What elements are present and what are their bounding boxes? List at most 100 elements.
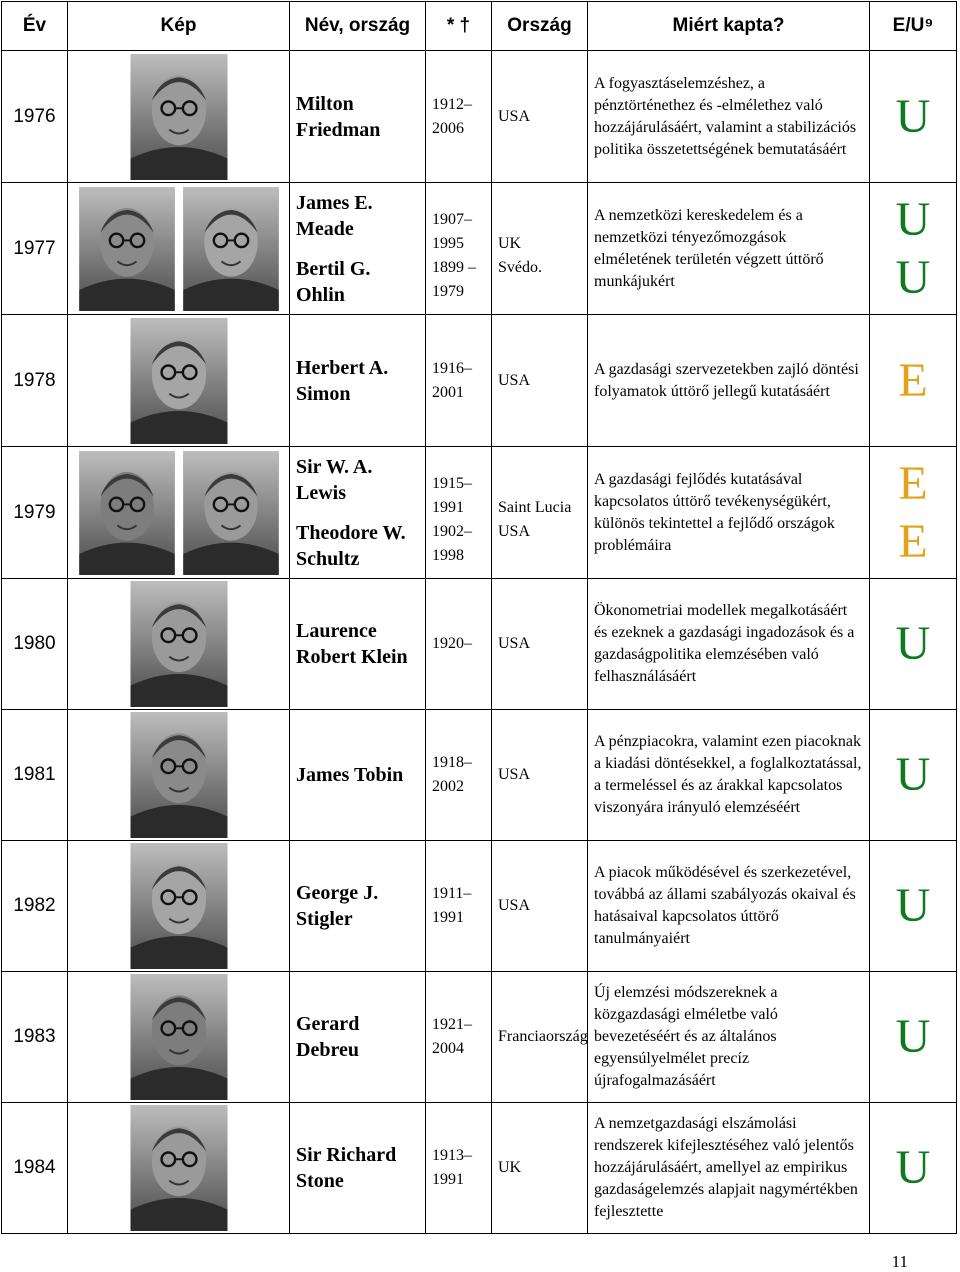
year-text: 1980 bbox=[13, 633, 56, 654]
lifespan-cell: 1921– 2004 bbox=[425, 971, 492, 1103]
category-u: U bbox=[895, 617, 931, 670]
year-text: 1982 bbox=[13, 895, 56, 916]
year-text: 1976 bbox=[13, 105, 56, 127]
category-e: E bbox=[898, 514, 928, 568]
category-cell: U bbox=[869, 971, 957, 1103]
year-cell: 1979 bbox=[1, 446, 68, 579]
laureate-name: George J. Stigler bbox=[296, 882, 379, 930]
country-cell: UK bbox=[491, 1102, 588, 1234]
name-cell: Milton Friedman bbox=[289, 50, 426, 183]
table-row: 1980 Laurence Robert Klein 1920– USA Ökonom… bbox=[1, 578, 957, 710]
laureate-name: James E. Meade bbox=[296, 191, 373, 240]
lifespan-cell: 1907– 1995 1899 – 1979 bbox=[425, 182, 492, 315]
portrait-photo bbox=[182, 450, 279, 575]
name-cell: James Tobin bbox=[289, 709, 426, 841]
laureates-table: Év Kép Név, ország * † Ország Miért kapt… bbox=[1, 1, 957, 1234]
header-category: E/U⁹ bbox=[869, 1, 957, 51]
lifespan-cell: 1912– 2006 bbox=[425, 50, 492, 183]
category-u: U bbox=[895, 192, 931, 246]
photo-cell bbox=[67, 709, 290, 841]
category-u: U bbox=[895, 89, 931, 143]
laureate-name: Gerard Debreu bbox=[296, 1013, 360, 1061]
lifespan-text: 1918– 2002 bbox=[432, 754, 472, 795]
country-cell: UK Svédo. bbox=[491, 182, 588, 315]
country-text: UK bbox=[498, 234, 522, 252]
year-text: 1983 bbox=[13, 1026, 56, 1047]
country-text: USA bbox=[498, 635, 531, 652]
lifespan-text: 1920– bbox=[432, 635, 472, 652]
name-cell: Laurence Robert Klein bbox=[289, 578, 426, 710]
year-cell: 1984 bbox=[1, 1102, 68, 1234]
lifespan-text: 1911– 1991 bbox=[432, 885, 472, 926]
table-row: 1981 James Tobin 1918– 2002 USA A pénzpiaco… bbox=[1, 709, 957, 841]
reason-cell: A gazdasági szervezetekben zajló döntési… bbox=[587, 314, 870, 447]
laureate-name: Herbert A. Simon bbox=[296, 356, 389, 405]
category-u: U bbox=[895, 1141, 931, 1194]
table-row: 1979 Sir W. A. Lewis Theodore W. Schultz 1… bbox=[1, 446, 957, 579]
photo-cell bbox=[67, 182, 290, 315]
photo-cell bbox=[67, 578, 290, 710]
lifespan-text: 1912– 2006 bbox=[432, 95, 472, 137]
country-text: USA bbox=[498, 766, 531, 783]
category-u: U bbox=[895, 250, 931, 304]
table-row: 1982 George J. Stigler 1911– 1991 USA A pia… bbox=[1, 840, 957, 972]
year-cell: 1981 bbox=[1, 709, 68, 841]
name-cell: Sir Richard Stone bbox=[289, 1102, 426, 1234]
name-cell: James E. Meade Bertil G. Ohlin bbox=[289, 182, 426, 315]
reason-cell: Új elemzési módszereknek a közgazdasági … bbox=[587, 971, 870, 1103]
country-cell: Franciaország bbox=[491, 971, 588, 1103]
lifespan-cell: 1920– bbox=[425, 578, 492, 710]
laureate-name: Sir W. A. Lewis bbox=[296, 455, 373, 504]
header-name: Név, ország bbox=[289, 1, 426, 51]
name-cell: Gerard Debreu bbox=[289, 971, 426, 1103]
header-reason: Miért kapta? bbox=[587, 1, 870, 51]
country-text: Franciaország bbox=[498, 1028, 588, 1045]
category-cell: U bbox=[869, 50, 957, 183]
country-text: Svédo. bbox=[498, 258, 542, 276]
country-cell: USA bbox=[491, 314, 588, 447]
reason-text: A pénzpiacokra, valamint ezen piacoknak … bbox=[594, 733, 862, 816]
laureate-name: Sir Richard Stone bbox=[296, 1144, 397, 1192]
category-cell: U bbox=[869, 840, 957, 972]
country-text: USA bbox=[498, 522, 531, 540]
reason-cell: A nemzetgazdasági elszámolási rendszerek… bbox=[587, 1102, 870, 1234]
reason-text: Új elemzési módszereknek a közgazdasági … bbox=[594, 984, 778, 1089]
portrait-photo bbox=[130, 581, 227, 707]
year-text: 1977 bbox=[13, 237, 56, 259]
lifespan-text: 1915– 1991 bbox=[432, 474, 472, 516]
portrait-photo bbox=[78, 450, 175, 575]
category-cell: U bbox=[869, 578, 957, 710]
year-cell: 1980 bbox=[1, 578, 68, 710]
photo-cell bbox=[67, 50, 290, 183]
year-cell: 1976 bbox=[1, 50, 68, 183]
photo-cell bbox=[67, 840, 290, 972]
category-cell: E bbox=[869, 314, 957, 447]
lifespan-text: 1907– 1995 bbox=[432, 210, 472, 252]
lifespan-cell: 1913– 1991 bbox=[425, 1102, 492, 1234]
category-u: U bbox=[895, 1010, 931, 1063]
year-text: 1979 bbox=[13, 501, 56, 523]
country-cell: USA bbox=[491, 578, 588, 710]
laureate-name: Theodore W. Schultz bbox=[296, 521, 406, 570]
reason-cell: A nemzetközi kereskedelem és a nemzetköz… bbox=[587, 182, 870, 315]
page-number: 11 bbox=[891, 1252, 908, 1271]
country-cell: USA bbox=[491, 840, 588, 972]
reason-cell: Ökonometriai modellek megalkotásáért és … bbox=[587, 578, 870, 710]
year-text: 1981 bbox=[13, 764, 56, 785]
laureate-name: Bertil G. Ohlin bbox=[296, 257, 371, 306]
header-country: Ország bbox=[491, 1, 588, 51]
portrait-photo bbox=[130, 1105, 227, 1231]
lifespan-text: 1899 – 1979 bbox=[432, 258, 476, 300]
header-row: Év Kép Név, ország * † Ország Miért kapt… bbox=[1, 1, 957, 51]
country-cell: USA bbox=[491, 709, 588, 841]
year-cell: 1978 bbox=[1, 314, 68, 447]
reason-text: A piacok működésével és szerkezetével, t… bbox=[594, 864, 856, 947]
table-row: 1984 Sir Richard Stone 1913– 1991 UK A nemz… bbox=[1, 1102, 957, 1234]
lifespan-cell: 1918– 2002 bbox=[425, 709, 492, 841]
table-row: 1977 James E. Meade Bertil G. Ohlin 1907– … bbox=[1, 182, 957, 315]
lifespan-text: 1916– 2001 bbox=[432, 359, 472, 401]
lifespan-cell: 1916– 2001 bbox=[425, 314, 492, 447]
name-cell: George J. Stigler bbox=[289, 840, 426, 972]
category-u: U bbox=[895, 879, 931, 932]
